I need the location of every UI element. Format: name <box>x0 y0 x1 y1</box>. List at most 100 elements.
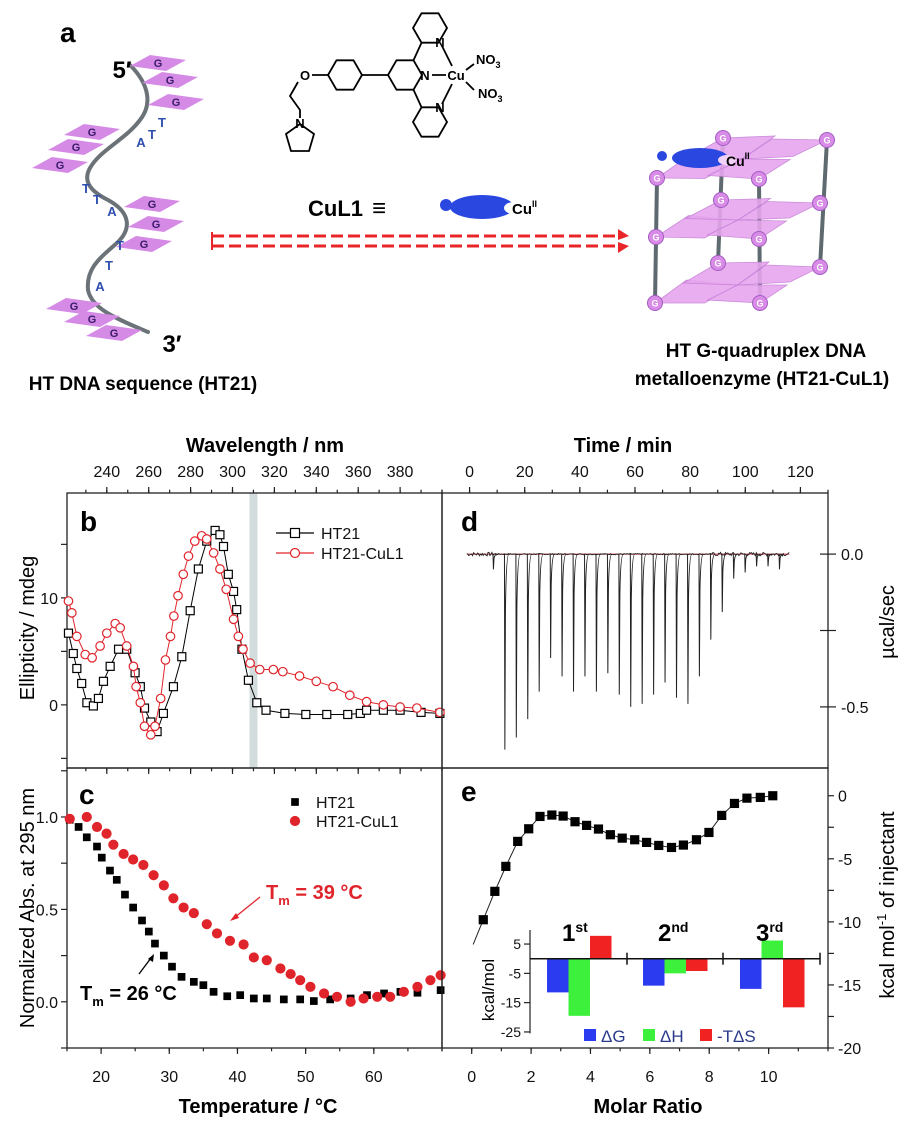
data-point <box>72 663 82 674</box>
bar-ts <box>783 958 805 1008</box>
x-tick-label: 360 <box>345 464 372 481</box>
data-point <box>218 541 229 552</box>
guanine-node-label: G <box>755 235 762 245</box>
atom-nitrogen-pyrrolidine: N <box>295 116 304 131</box>
top-pyridine-ring <box>411 12 449 44</box>
c-x-axis-title: Temperature / °C <box>179 1096 338 1118</box>
x-tick-label: 6 <box>645 1069 654 1086</box>
inset-y-tick-label: 5 <box>513 936 521 952</box>
data-point <box>177 972 186 981</box>
data-point <box>279 995 288 1004</box>
y-tick-label: 0 <box>838 789 847 806</box>
b-x-axis-title: Wavelength / nm <box>186 435 344 457</box>
bound-cul1-icon <box>657 148 736 168</box>
guanine-node: G <box>648 229 664 245</box>
data-point <box>108 839 119 850</box>
guanine-node-circle <box>752 295 768 311</box>
data-point <box>268 664 279 675</box>
data-point <box>158 708 168 719</box>
data-point <box>88 701 98 711</box>
phenyl-ring <box>326 59 364 91</box>
x-tick-label: 340 <box>303 464 330 481</box>
bar-h <box>761 940 783 959</box>
x-tick-label: 30 <box>160 1069 178 1086</box>
x-tick-label: 20 <box>92 1069 110 1086</box>
inset-y-tick-label: -5 <box>509 965 522 981</box>
copper-text: Cu <box>726 153 745 169</box>
data-point <box>91 821 103 833</box>
five-prime-label: 5′ <box>112 57 131 84</box>
bar-g <box>547 958 569 993</box>
guanine-node-circle <box>648 229 664 245</box>
data-point <box>95 641 105 651</box>
arrowhead-icon <box>230 913 239 921</box>
guanine-node: G <box>710 255 726 271</box>
data-point <box>524 824 534 834</box>
data-point <box>215 564 225 574</box>
data-point <box>535 811 545 822</box>
data-point <box>168 893 179 904</box>
thymine-label: T <box>105 258 113 273</box>
x-tick-label: 80 <box>681 464 699 481</box>
data-point <box>630 835 640 845</box>
data-point <box>729 798 740 809</box>
e-x-axis-title: Molar Ratio <box>594 1096 703 1118</box>
d-x-axis-title: Time / min <box>574 435 673 457</box>
y-tick-label: -5 <box>838 852 852 869</box>
b-y-axis-title: Ellipticity / mdeg <box>17 556 39 701</box>
data-point <box>238 939 249 950</box>
x-tick-label: 100 <box>732 464 759 481</box>
data-point <box>64 813 75 824</box>
injection-peak <box>526 553 533 720</box>
injection-peak <box>709 553 716 640</box>
guanine-label: G <box>88 314 97 326</box>
data-point <box>261 955 272 966</box>
guanine-base: G <box>48 139 104 155</box>
fit-curve <box>472 795 773 945</box>
data-point <box>81 811 92 823</box>
d-y-axis-title: µcal/sec <box>877 585 899 659</box>
panel-c-melting-curves: 20 30 40 50 60 0.0 0.5 1.0 HT21 HT21-CuL1 <box>36 767 446 1086</box>
y-tick-label: 0.0 <box>36 995 58 1012</box>
bonds <box>288 42 475 118</box>
guanine-node: G <box>713 192 729 208</box>
guanine-base: G <box>148 94 204 110</box>
injection-peak <box>606 553 613 674</box>
injection-peak <box>492 553 498 570</box>
data-point <box>151 939 159 948</box>
guanine-node: G <box>649 170 665 186</box>
x-tick-label: 0 <box>467 1069 476 1086</box>
y-tick-label: 0.0 <box>841 547 863 564</box>
data-point <box>158 880 169 891</box>
guanine-node: G <box>647 295 663 311</box>
data-point <box>112 875 121 884</box>
data-point <box>425 975 436 986</box>
guanine-label: G <box>148 199 157 211</box>
y-tick-label: 10 <box>40 591 58 608</box>
legend-swatch <box>700 1029 712 1041</box>
guanine-label: G <box>154 58 163 70</box>
tm-annotation-ht21: Tm = 26 °C <box>80 983 177 1009</box>
nitrate-subscript: 3 <box>496 60 501 70</box>
data-point <box>87 652 97 663</box>
data-point <box>188 907 199 919</box>
data-point <box>289 527 301 539</box>
data-point <box>742 793 752 803</box>
bar-ts <box>590 935 612 959</box>
injection-peak <box>778 553 784 570</box>
data-point <box>185 606 195 616</box>
data-point <box>294 671 305 681</box>
guanine-node: G <box>751 231 767 247</box>
x-tick-label: 4 <box>586 1069 595 1086</box>
data-point <box>296 995 305 1004</box>
data-point <box>249 994 258 1003</box>
bound-copper-ii-label: CuII <box>726 151 750 169</box>
inset-y-tick-label: -25 <box>501 1024 521 1040</box>
inset-legend-entry: ΔG <box>584 1027 626 1046</box>
bar-g <box>643 958 665 986</box>
injection-peak <box>549 553 555 659</box>
site-ordinal-suffix: st <box>575 919 588 935</box>
x-tick-label: 120 <box>787 464 814 481</box>
guanine-label: G <box>110 328 119 340</box>
data-point <box>63 596 74 606</box>
